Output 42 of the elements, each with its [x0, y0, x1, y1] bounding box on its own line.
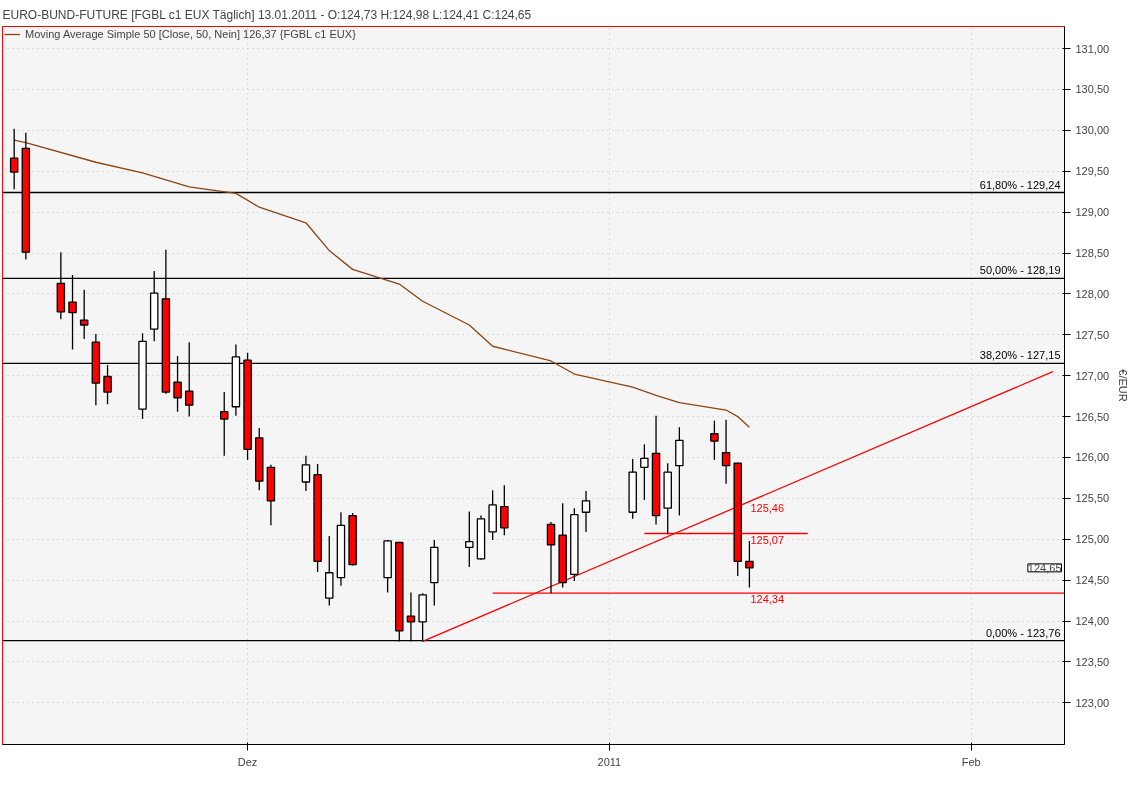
line-series — [13, 139, 751, 428]
y-tick-label: 129,00 — [1075, 206, 1110, 219]
y-tick-label: 129,50 — [1075, 165, 1110, 178]
candlestick — [721, 419, 731, 485]
x-tick-label: Dez — [237, 755, 258, 768]
annotation: 125,46 — [750, 501, 785, 514]
legend-label: Moving Average Simple 50 [Close, 50, Nein] 126,37 {FGBL c1 EUX} — [25, 28, 356, 40]
candlestick — [710, 420, 719, 461]
y-tick-label: 125,00 — [1075, 533, 1110, 546]
candlestick — [640, 443, 649, 501]
x-tick-label: Feb — [961, 755, 981, 768]
y-tick-label: 127,00 — [1075, 369, 1110, 382]
y-tick-label: 127,50 — [1075, 328, 1110, 341]
y-tick-label: 126,00 — [1075, 451, 1110, 464]
y-tick-label: 131,00 — [1075, 42, 1110, 55]
y-tick-label: 126,50 — [1075, 410, 1110, 423]
y-tick-label: 123,00 — [1075, 696, 1110, 709]
chart-title: EURO-BUND-FUTURE [FGBL c1 EUX Täglich] 13.01.2011 - O:124,73 H:124,98 L:124,41 C:124,65 — [2, 7, 532, 22]
candlestick — [301, 455, 311, 492]
annotation: 61,80% - 129,24 — [979, 178, 1061, 191]
y-tick-label: 123,50 — [1075, 655, 1110, 668]
annotation: 124,65 — [1027, 561, 1062, 574]
annotation: 125,07 — [750, 533, 785, 546]
y-tick-label: 130,00 — [1075, 124, 1110, 137]
annotation: 0,00% - 123,76 — [985, 626, 1061, 639]
y-tick-label: 125,50 — [1075, 492, 1110, 505]
y-tick-label: 130,50 — [1075, 83, 1110, 96]
candlestick — [581, 490, 591, 533]
y-tick-label: 124,50 — [1075, 574, 1110, 587]
annotation: 38,20% - 127,15 — [979, 349, 1061, 362]
annotation: 50,00% - 128,19 — [979, 264, 1061, 277]
candlestick — [9, 128, 19, 190]
candlestick — [219, 391, 229, 457]
y-axis-title: €/EUR — [1117, 369, 1130, 402]
candlestick — [79, 289, 89, 340]
annotation: 124,34 — [750, 593, 785, 606]
x-tick-label: 2011 — [597, 755, 622, 768]
y-tick-label: 128,50 — [1075, 247, 1110, 260]
candlestick — [465, 510, 474, 568]
y-tick-label: 124,00 — [1075, 615, 1110, 628]
y-tick-label: 128,00 — [1075, 287, 1110, 300]
candlestick — [500, 484, 509, 536]
